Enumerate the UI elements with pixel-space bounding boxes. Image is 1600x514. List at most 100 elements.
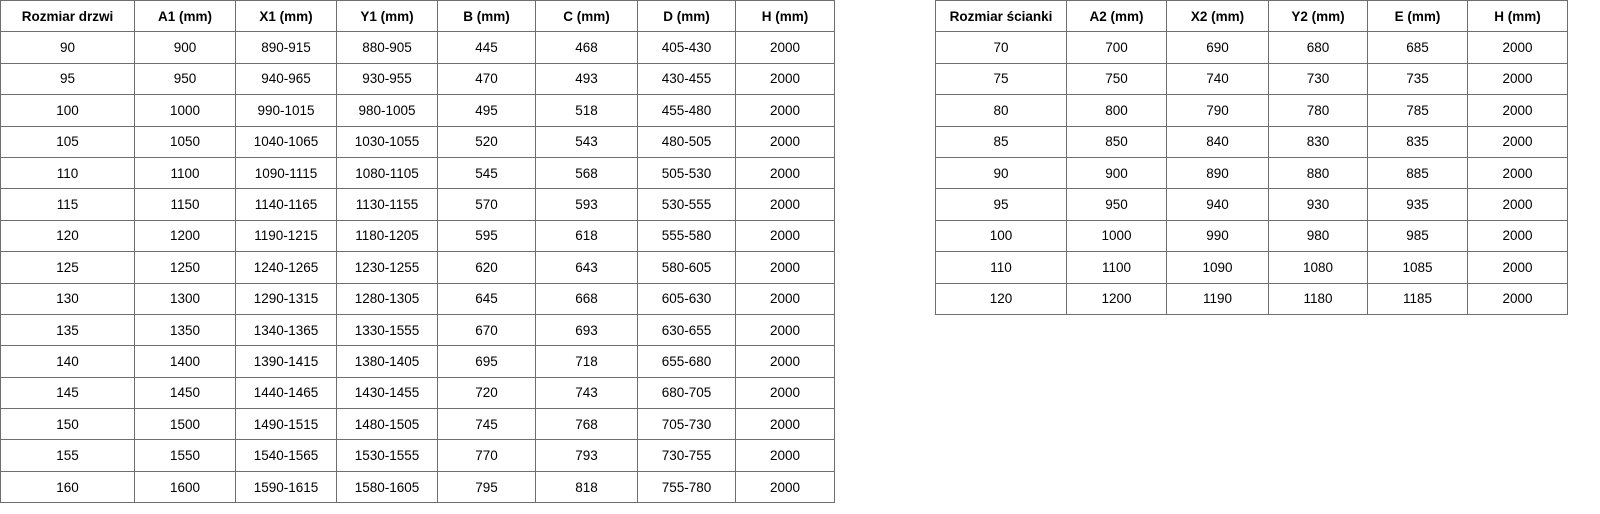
table-cell: 1400 <box>134 345 236 378</box>
table-cell: 890-915 <box>235 31 337 64</box>
column-header: B (mm) <box>437 0 536 33</box>
table-cell: 155 <box>0 439 135 472</box>
table-row: 75 750 740 730 735 2000 <box>935 62 1568 96</box>
table-cell: 670 <box>437 313 536 347</box>
table-cell: 130 <box>0 282 135 315</box>
table-cell: 2000 <box>1467 282 1568 315</box>
table-cell: 1280-1305 <box>336 282 438 315</box>
table-cell: 680-705 <box>637 376 736 410</box>
table-row: 95 950 940 930 935 2000 <box>935 188 1568 221</box>
table-row: 135 1350 1340-1365 1330-1555 670 693 630-655 20… <box>0 313 835 347</box>
table-cell: 2000 <box>1467 31 1568 64</box>
table-cell: 105 <box>0 125 135 158</box>
table-cell: 545 <box>437 156 536 190</box>
table-cell: 645 <box>437 282 536 315</box>
table-row: 120 1200 1190 1180 1185 2000 <box>935 282 1568 315</box>
table-cell: 120 <box>935 282 1067 315</box>
table-row: 80 800 790 780 785 2000 <box>935 94 1568 127</box>
table-cell: 840 <box>1166 125 1269 158</box>
table-cell: 1180 <box>1268 282 1368 315</box>
table-cell: 795 <box>437 470 536 504</box>
column-header: E (mm) <box>1367 0 1468 33</box>
table-cell: 720 <box>437 376 536 410</box>
column-header: Rozmiar drzwi <box>0 0 135 33</box>
table-cell: 555-580 <box>637 219 736 253</box>
table-cell: 1490-1515 <box>235 408 337 441</box>
table-cell: 620 <box>437 251 536 284</box>
table-cell: 700 <box>1066 31 1167 64</box>
table-cell: 1100 <box>134 156 236 190</box>
table-cell: 2000 <box>735 31 835 64</box>
table-cell: 743 <box>535 376 638 410</box>
table-cell: 880-905 <box>336 31 438 64</box>
table-cell: 1130-1155 <box>336 188 438 221</box>
table-cell: 2000 <box>735 251 835 284</box>
table-row: 150 1500 1490-1515 1480-1505 745 768 705-730 20… <box>0 408 835 441</box>
table-row: 145 1450 1440-1465 1430-1455 720 743 680-705 20… <box>0 376 835 410</box>
table-cell: 2000 <box>1467 94 1568 127</box>
table-cell: 880 <box>1268 156 1368 190</box>
table-header-row: Rozmiar ścianki A2 (mm) X2 (mm) Y2 (mm) E (m… <box>935 0 1568 33</box>
table-cell: 655-680 <box>637 345 736 378</box>
table-cell: 90 <box>0 31 135 64</box>
table-cell: 1185 <box>1367 282 1468 315</box>
table-cell: 1580-1605 <box>336 470 438 504</box>
table-cell: 940-965 <box>235 62 337 96</box>
table-row: 120 1200 1190-1215 1180-1205 595 618 555-580 20… <box>0 219 835 253</box>
table-cell: 120 <box>0 219 135 253</box>
table-cell: 1330-1555 <box>336 313 438 347</box>
table-cell: 160 <box>0 470 135 504</box>
column-header: H (mm) <box>735 0 835 33</box>
wall-size-table: Rozmiar ścianki A2 (mm) X2 (mm) Y2 (mm) E (m… <box>935 0 1568 315</box>
table-cell: 455-480 <box>637 94 736 127</box>
table-header-row: Rozmiar drzwi A1 (mm) X1 (mm) Y1 (mm) B (mm)… <box>0 0 835 33</box>
table-cell: 1340-1365 <box>235 313 337 347</box>
table-cell: 1480-1505 <box>336 408 438 441</box>
table-cell: 1300 <box>134 282 236 315</box>
table-cell: 2000 <box>1467 188 1568 221</box>
table-cell: 730 <box>1268 62 1368 96</box>
table-cell: 695 <box>437 345 536 378</box>
column-header: A1 (mm) <box>134 0 236 33</box>
table-cell: 1090 <box>1166 251 1269 284</box>
table-cell: 570 <box>437 188 536 221</box>
table-cell: 470 <box>437 62 536 96</box>
table-cell: 2000 <box>735 125 835 158</box>
table-row: 100 1000 990-1015 980-1005 495 518 455-480 2000 <box>0 94 835 127</box>
table-cell: 145 <box>0 376 135 410</box>
table-cell: 495 <box>437 94 536 127</box>
table-cell: 1250 <box>134 251 236 284</box>
table-cell: 1150 <box>134 188 236 221</box>
table-cell: 950 <box>134 62 236 96</box>
table-row: 140 1400 1390-1415 1380-1405 695 718 655-680 20… <box>0 345 835 378</box>
table-cell: 90 <box>935 156 1067 190</box>
table-cell: 593 <box>535 188 638 221</box>
table-cell: 705-730 <box>637 408 736 441</box>
table-cell: 445 <box>437 31 536 64</box>
table-cell: 1550 <box>134 439 236 472</box>
table-cell: 2000 <box>735 408 835 441</box>
table-cell: 745 <box>437 408 536 441</box>
table-cell: 1380-1405 <box>336 345 438 378</box>
table-cell: 480-505 <box>637 125 736 158</box>
table-cell: 580-605 <box>637 251 736 284</box>
table-row: 155 1550 1540-1565 1530-1555 770 793 730-755 20… <box>0 439 835 472</box>
table-cell: 740 <box>1166 62 1269 96</box>
table-cell: 1290-1315 <box>235 282 337 315</box>
table-cell: 2000 <box>1467 62 1568 96</box>
table-cell: 1590-1615 <box>235 470 337 504</box>
table-cell: 595 <box>437 219 536 253</box>
table-row: 105 1050 1040-1065 1030-1055 520 543 480-505 20… <box>0 125 835 158</box>
table-cell: 1430-1455 <box>336 376 438 410</box>
table-cell: 110 <box>935 251 1067 284</box>
table-cell: 1530-1555 <box>336 439 438 472</box>
table-row: 125 1250 1240-1265 1230-1255 620 643 580-605 20… <box>0 251 835 284</box>
table-cell: 693 <box>535 313 638 347</box>
table-cell: 1050 <box>134 125 236 158</box>
table-cell: 1140-1165 <box>235 188 337 221</box>
table-cell: 850 <box>1066 125 1167 158</box>
table-cell: 900 <box>1066 156 1167 190</box>
table-row: 100 1000 990 980 985 2000 <box>935 219 1568 253</box>
table-row: 95 950 940-965 930-955 470 493 430-455 2000 <box>0 62 835 96</box>
table-cell: 75 <box>935 62 1067 96</box>
